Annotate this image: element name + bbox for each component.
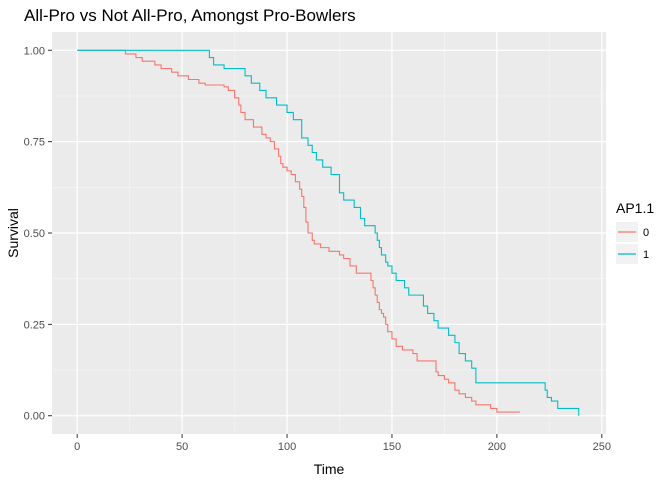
x-tick-label: 100	[278, 441, 296, 453]
x-tick-label: 50	[176, 441, 188, 453]
y-tick-label: 0.25	[24, 319, 45, 331]
y-tick-label: 0.50	[24, 228, 45, 240]
x-axis-ticks: 0 50 100 150 200 250	[74, 434, 611, 453]
x-tick-label: 250	[593, 441, 611, 453]
y-axis-title: Survival	[5, 208, 21, 258]
y-tick-label: 0.00	[24, 411, 45, 423]
x-axis-title: Time	[314, 461, 345, 477]
x-tick-label: 0	[74, 441, 80, 453]
y-axis-ticks: 0.00 0.25 0.50 0.75 1.00	[24, 45, 52, 423]
legend-title: AP1.1	[616, 200, 654, 216]
legend-label-0: 0	[643, 227, 649, 239]
grid-lines	[52, 32, 606, 434]
x-tick-label: 150	[383, 441, 401, 453]
series-line-1	[77, 49, 580, 416]
chart-title: All-Pro vs Not All-Pro, Amongst Pro-Bowl…	[24, 6, 356, 25]
y-tick-label: 0.75	[24, 137, 45, 149]
y-tick-label: 1.00	[24, 45, 45, 57]
x-tick-label: 200	[488, 441, 506, 453]
series-line-0	[77, 49, 520, 413]
series-layer	[77, 49, 580, 416]
legend-items: 01	[616, 222, 649, 264]
legend-label-1: 1	[643, 249, 649, 261]
legend: AP1.1 01	[616, 200, 654, 264]
